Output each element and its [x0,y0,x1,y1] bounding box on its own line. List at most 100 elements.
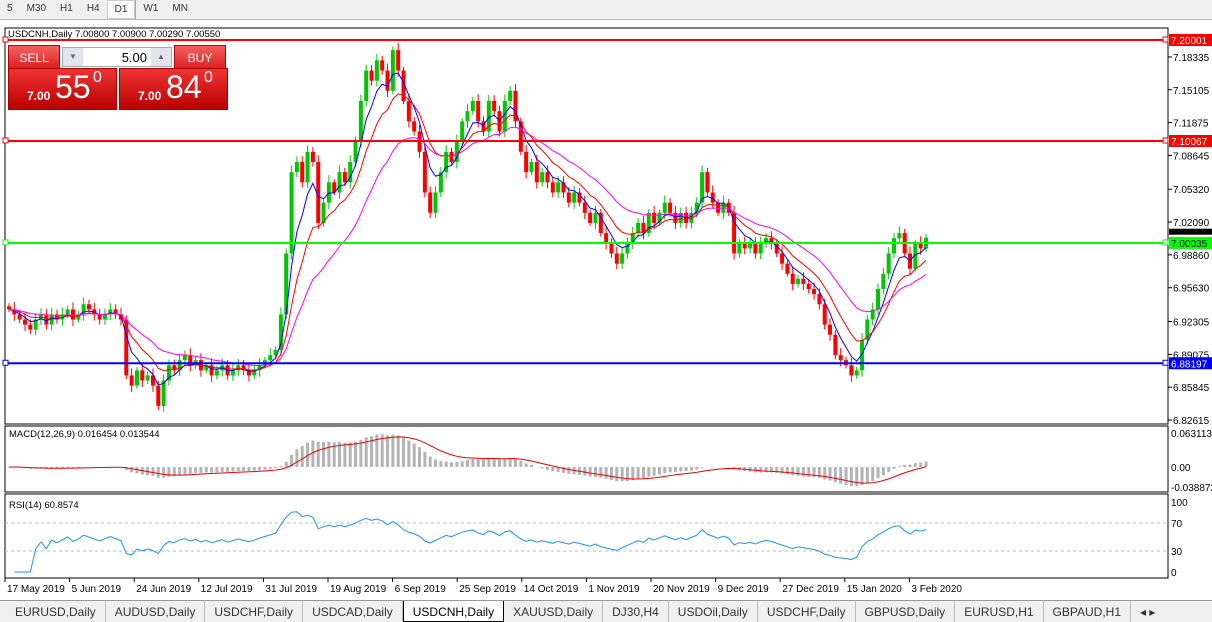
timeframe-H1[interactable]: H1 [60,3,73,14]
macd-histogram-bar [391,434,395,467]
candle-body [620,253,625,264]
candle-body [604,233,609,244]
macd-histogram-bar [593,467,597,477]
macd-histogram-bar [561,467,565,473]
chart-tab[interactable]: EURUSD,H1 [955,601,1044,622]
macd-histogram-bar [609,467,613,480]
candle-body [705,172,710,193]
date-axis-label: 25 Sep 2019 [459,584,516,595]
candle-body [609,243,614,254]
buy-button[interactable]: BUY [174,45,226,69]
chart-tab[interactable]: USDCHF,Daily [205,601,304,622]
candle-body [625,243,630,254]
candle-body [502,100,507,132]
timeframe-H4[interactable]: H4 [86,3,100,14]
macd-histogram-bar [188,467,192,474]
timeframe-M30[interactable]: M30 [26,3,47,14]
macd-histogram-bar [396,435,400,467]
macd-histogram-bar [311,440,315,467]
line-handle [2,36,9,43]
macd-histogram-bar [817,467,821,479]
candle-body [737,243,742,254]
candle-body [145,375,150,381]
candle-body [700,172,705,203]
candle-body [508,90,513,101]
price-axis-label: 7.05320 [1173,185,1210,196]
macd-histogram-bar [545,467,549,470]
date-axis-label: 27 Dec 2019 [782,584,839,595]
chart-area[interactable]: 7.18335 7.15105 7.11875 7.08645 7.05320 7.020… [0,20,1212,600]
level-price-tag [1169,357,1212,370]
macd-axis-label: -0.038872 [1171,483,1212,494]
macd-histogram-bar [402,437,406,467]
candle-body [412,121,417,132]
macd-histogram-bar [796,467,800,476]
candle-body [44,314,49,325]
macd-histogram-bar [60,467,64,469]
decrease-lot-button[interactable]: ▼ [63,48,83,66]
chart-tab[interactable]: USDCHF,Daily [758,601,856,622]
sell-button[interactable]: SELL [8,45,60,69]
buy-price-pips: 84 [166,69,202,105]
candle-body [577,192,582,203]
date-axis-label: 14 Oct 2019 [524,584,579,595]
line-handle [1162,239,1169,246]
tab-scroll-arrows[interactable]: ◂ ▸ [1140,605,1156,619]
sell-price-prefix: 7.00 [27,89,51,103]
macd-histogram-bar [151,467,155,477]
chart-tab[interactable]: GBPUSD,Daily [856,601,956,622]
candle-body [369,70,374,81]
level-price-tag [1169,34,1212,46]
candle-body [460,121,465,142]
candle-body [870,309,875,320]
date-axis-label: 12 Jul 2019 [201,584,253,595]
macd-histogram-bar [673,467,677,473]
candle-body [289,172,294,254]
price-axis-label: 7.11875 [1173,119,1209,130]
increase-lot-button[interactable]: ▲ [151,48,171,66]
current-price-tag [1169,228,1212,235]
chart-tab[interactable]: DJ30,H4 [603,601,669,622]
candle-body [582,202,587,213]
candle-body [828,324,833,335]
macd-histogram-bar [418,447,422,467]
chart-tab[interactable]: XAUUSD,Daily [504,601,604,622]
date-axis-label: 19 Aug 2019 [330,584,387,595]
candle-body [641,222,646,234]
chart-tab[interactable]: USDOil,Daily [669,601,758,622]
buy-price-button[interactable]: 7.00 84 0 [119,68,228,110]
chart-tab[interactable]: AUDUSD,Daily [106,601,206,622]
macd-histogram-bar [871,467,875,482]
rsi-axis-label: 70 [1171,519,1183,530]
timeframe-D1[interactable]: D1 [106,0,136,19]
candle-body [182,355,187,361]
macd-histogram-bar [263,467,267,470]
macd-histogram-bar [903,464,907,467]
candle-body [588,212,593,223]
sell-price-button[interactable]: 7.00 55 0 [8,68,117,110]
candle-body [342,172,347,183]
level-price-tag [1169,134,1212,147]
macd-histogram-bar [567,467,571,474]
chart-tab[interactable]: GBPAUD,H1 [1044,601,1132,622]
lot-size-input[interactable] [83,48,151,66]
lot-size-stepper[interactable]: ▼ ▲ [62,47,172,67]
candle-body [614,253,619,264]
date-axis-label: 15 Jan 2020 [847,584,902,595]
date-axis-label: 9 Dec 2019 [718,584,770,595]
timeframe-W1[interactable]: W1 [135,0,165,19]
candle-body [780,253,785,264]
rsi-axis-label: 100 [1171,498,1188,509]
timeframe-MN[interactable]: MN [172,3,188,14]
candle-body [374,60,379,81]
macd-histogram-bar [492,458,496,467]
timeframe-5[interactable]: 5 [7,3,13,14]
candle-body [113,309,118,315]
chart-tab[interactable]: EURUSD,Daily [6,601,106,622]
chart-tab[interactable]: USDCAD,Daily [303,601,403,622]
macd-histogram-bar [66,467,70,468]
macd-histogram-bar [130,467,134,473]
chart-tab[interactable]: USDCNH,Daily [402,601,505,622]
sell-price-pips: 55 [55,69,91,105]
macd-histogram-bar [775,467,779,473]
